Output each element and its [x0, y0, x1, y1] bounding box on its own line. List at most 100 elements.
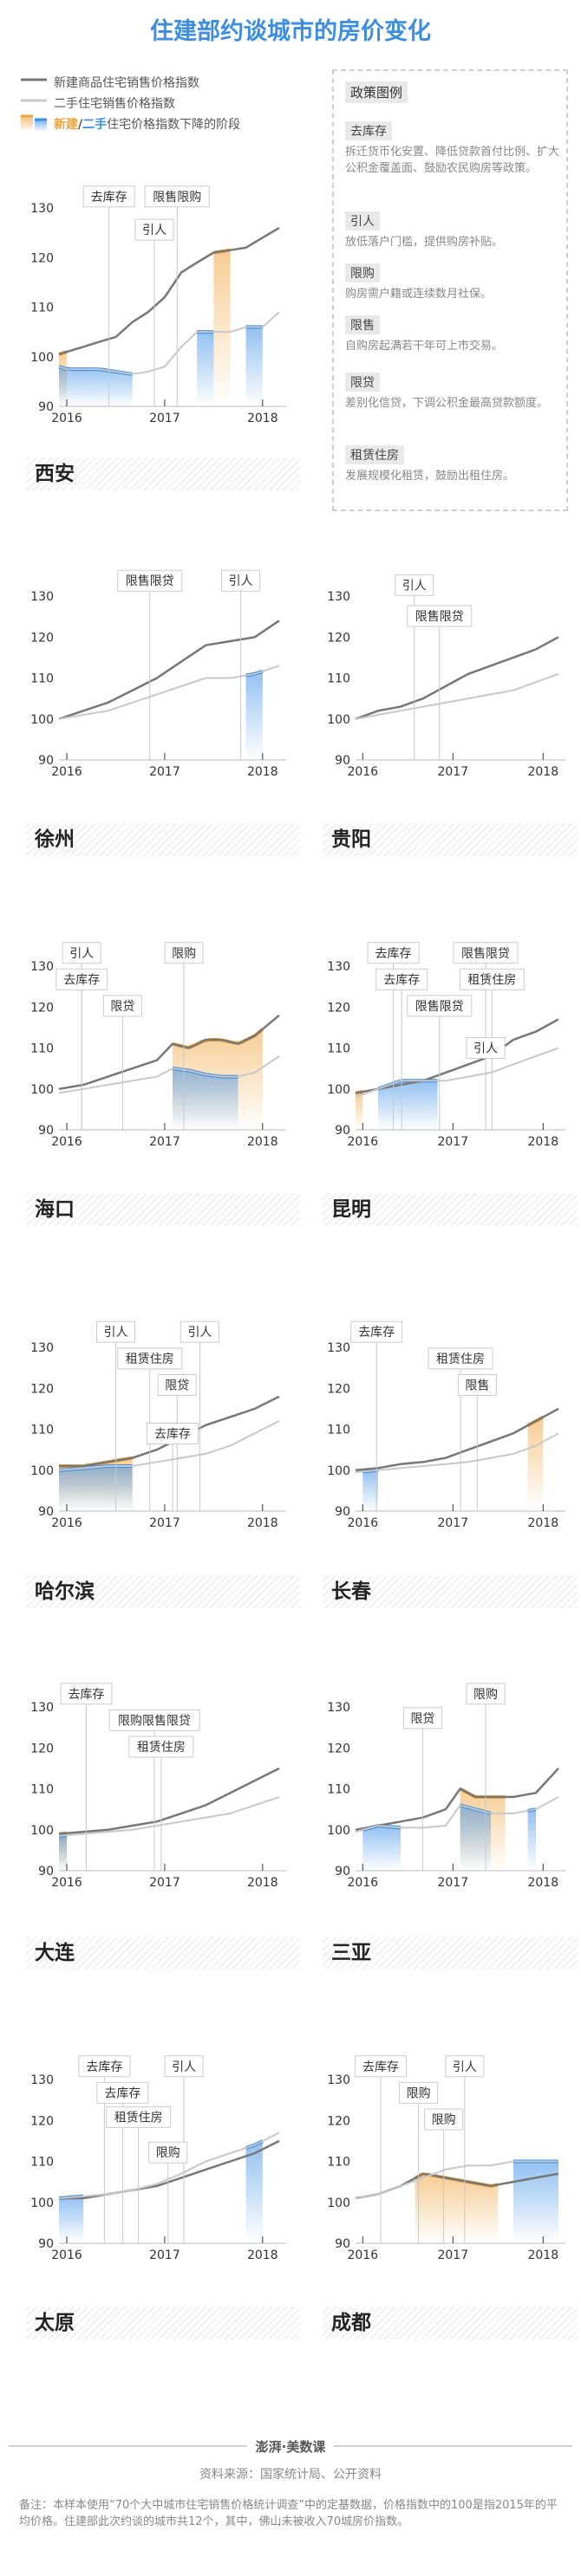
x-tick-label: 2016 — [347, 765, 378, 779]
y-tick-label: 110 — [30, 302, 54, 315]
y-tick-label: 100 — [30, 351, 54, 365]
annotation-box — [164, 942, 204, 964]
y-tick-label: 120 — [327, 2114, 350, 2128]
annotation-label: 限售限贷 — [461, 947, 510, 961]
y-tick-label: 90 — [38, 1124, 54, 1138]
series-line-new — [58, 226, 280, 356]
decline-area-second — [460, 1805, 491, 1871]
series-line-new — [355, 1407, 559, 1472]
annotation-label: 去库存 — [375, 947, 412, 961]
annotation-box — [350, 1320, 403, 1343]
annotation-box — [96, 1320, 135, 1343]
annotation-box — [457, 1373, 497, 1396]
y-tick-label: 130 — [30, 1341, 54, 1355]
annotation-box — [459, 968, 525, 990]
annotation-box — [407, 605, 473, 627]
y-tick-label: 110 — [30, 1042, 54, 1056]
annotation-box — [108, 1709, 200, 1731]
annotation-box — [96, 2081, 149, 2104]
x-tick-label: 2017 — [437, 2248, 468, 2262]
x-tick-label: 2018 — [527, 1876, 558, 1890]
y-tick-label: 120 — [30, 1001, 54, 1015]
x-tick-label: 2017 — [149, 765, 180, 779]
annotation-box — [445, 2055, 485, 2078]
city-label: 哈尔滨 — [26, 1575, 300, 1608]
y-tick-label: 120 — [327, 1001, 350, 1015]
y-tick-label: 130 — [30, 590, 54, 604]
decline-area-second — [527, 1809, 536, 1871]
decline-area-second — [362, 1826, 401, 1871]
y-tick-label: 110 — [327, 1424, 350, 1437]
legend-decline-rest: 住宅价格指数下降的阶段 — [107, 118, 241, 132]
annotation-label: 去库存 — [63, 973, 100, 987]
x-tick-label: 2018 — [527, 765, 558, 779]
y-tick-label: 120 — [30, 251, 54, 265]
annotation-box — [407, 995, 473, 1017]
chart-2: 90 100 110 120 130 2016 2017 2018 限售限贷 引人 — [30, 569, 286, 779]
annotation-box — [102, 995, 142, 1017]
annotation-box — [60, 1683, 113, 1705]
annotation-label: 引人 — [142, 224, 166, 237]
annotation-label: 限购 — [172, 947, 196, 961]
y-tick-label: 100 — [327, 1083, 350, 1097]
legend-item-second: 二手住宅销售价格指数 — [19, 92, 331, 113]
annotation-box — [82, 185, 135, 208]
y-tick-label: 110 — [327, 1783, 350, 1797]
x-tick-label: 2018 — [527, 2248, 558, 2262]
annotation-box — [402, 1707, 442, 1729]
legend-decline-new: 新建 — [54, 118, 78, 132]
x-tick-label: 2018 — [527, 1135, 558, 1149]
x-tick-label: 2018 — [247, 1876, 278, 1890]
y-tick-label: 130 — [30, 202, 54, 216]
series-line-second — [58, 1420, 280, 1471]
x-tick-label: 2017 — [437, 1135, 468, 1149]
decline-area-second — [513, 2161, 558, 2243]
y-tick-label: 130 — [327, 590, 350, 604]
y-tick-label: 120 — [30, 1742, 54, 1755]
annotation-box — [128, 1736, 194, 1758]
series-line-new — [58, 1014, 280, 1091]
x-tick-label: 2017 — [149, 1516, 180, 1530]
annotation-label: 限售限购 — [153, 191, 201, 204]
x-tick-label: 2016 — [51, 2248, 82, 2262]
decline-area-new — [415, 2174, 499, 2243]
annotation-label: 限贷 — [165, 1379, 189, 1392]
annotation-label: 去库存 — [383, 973, 420, 987]
series-line-second — [355, 672, 559, 720]
y-tick-label: 100 — [327, 2196, 350, 2210]
y-tick-label: 90 — [38, 754, 54, 768]
annotation-box — [355, 2055, 408, 2078]
y-tick-label: 90 — [38, 2237, 54, 2251]
policy-term: 限售 — [345, 315, 380, 334]
annotation-box — [117, 569, 183, 592]
y-tick-label: 120 — [30, 2114, 54, 2128]
legend-label-new: 新建商品住宅销售价格指数 — [54, 76, 199, 90]
footer-logo: 澎湃·美数课 — [0, 2437, 581, 2456]
annotation-box — [148, 2141, 188, 2164]
annotation-box — [55, 968, 108, 990]
y-tick-label: 110 — [30, 1424, 54, 1437]
y-tick-label: 110 — [327, 672, 350, 686]
annotation-label: 限售限贷 — [415, 1000, 464, 1014]
annotation-box — [180, 1320, 219, 1343]
annotation-box — [375, 968, 428, 990]
annotation-box — [399, 2081, 439, 2104]
legend-swatch-decline — [21, 114, 47, 132]
annotation-label: 去库存 — [104, 2086, 140, 2100]
decline-area-new — [213, 250, 231, 406]
series-line-second — [355, 1047, 559, 1099]
annotation-box — [428, 1347, 493, 1370]
y-tick-label: 110 — [30, 1783, 54, 1797]
annotation-box — [367, 942, 420, 964]
y-tick-label: 120 — [327, 1382, 350, 1396]
legend: 新建商品住宅销售价格指数 二手住宅销售价格指数 新建/二手住宅价格指数下降的阶段 — [19, 71, 331, 133]
x-tick-label: 2016 — [347, 1516, 378, 1530]
annotation-box — [106, 2106, 172, 2128]
decline-area-second — [173, 1068, 238, 1130]
y-tick-label: 90 — [335, 2237, 350, 2251]
